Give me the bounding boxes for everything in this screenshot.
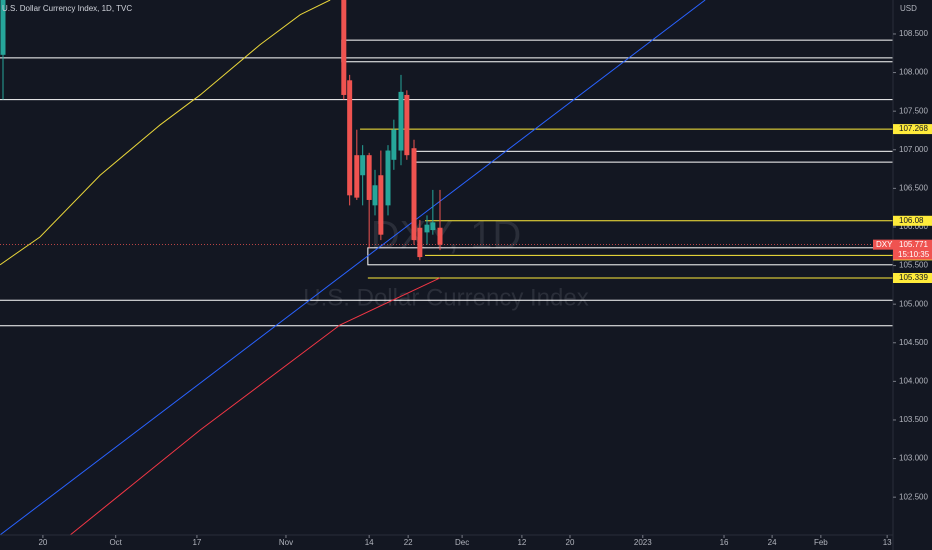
x-tick-label: 20 xyxy=(38,538,47,547)
last-price-label: 105.771 xyxy=(899,240,928,249)
candle-body xyxy=(437,227,443,245)
symbol-label-bg xyxy=(873,239,893,250)
chart-title: U.S. Dollar Currency Index, 1D, TVC xyxy=(2,4,132,13)
y-tick-label: 108.000 xyxy=(899,68,928,77)
level-label-bg xyxy=(893,124,932,135)
x-tick-label: Oct xyxy=(109,538,122,547)
indicator-line xyxy=(0,0,706,536)
x-tick-label: Dec xyxy=(455,538,469,547)
x-tick-label: 14 xyxy=(365,538,374,547)
y-tick-label: 108.500 xyxy=(899,29,928,38)
candle-body xyxy=(347,80,353,196)
candle-body xyxy=(404,94,410,156)
y-tick-label: 105.000 xyxy=(899,299,928,308)
candle-body xyxy=(417,227,423,258)
x-tick-label: 22 xyxy=(404,538,413,547)
level-label-bg xyxy=(893,215,932,226)
x-tick-label: 13 xyxy=(883,538,892,547)
y-tick-label: 102.500 xyxy=(899,492,928,501)
x-tick-label: 16 xyxy=(720,538,729,547)
candle-body xyxy=(391,129,397,160)
indicator-line xyxy=(69,277,441,536)
y-tick-label: 107.000 xyxy=(899,145,928,154)
level-label-bg xyxy=(893,272,932,283)
candle-body xyxy=(0,0,6,55)
candle-body xyxy=(424,224,430,233)
x-tick-label: Nov xyxy=(279,538,293,547)
watermark-symbol: DXY, 1D xyxy=(371,214,521,258)
x-tick-label: Feb xyxy=(814,538,828,547)
candle-body xyxy=(378,175,384,235)
candle-body xyxy=(385,150,391,206)
currency: USD xyxy=(900,4,917,13)
candle-body xyxy=(366,155,372,200)
x-tick-label: 17 xyxy=(192,538,201,547)
level-label: 105.339 xyxy=(899,273,928,282)
x-tick-label: 20 xyxy=(566,538,575,547)
candle-body xyxy=(360,155,366,176)
countdown: 15:10:35 xyxy=(898,250,930,259)
y-tick-label: 105.500 xyxy=(899,261,928,270)
symbol-label: DXY xyxy=(876,240,893,249)
y-tick-label: 107.500 xyxy=(899,106,928,115)
last-price-bg xyxy=(893,239,932,260)
candle-body xyxy=(398,91,404,151)
candle-body xyxy=(430,222,436,231)
level-label: 106.08 xyxy=(899,216,924,225)
y-tick-label: 104.500 xyxy=(899,338,928,347)
candle-body xyxy=(372,185,378,206)
candle-body xyxy=(341,0,347,95)
x-tick-label: 2023 xyxy=(634,538,652,547)
y-tick-label: 103.500 xyxy=(899,415,928,424)
watermark-name: U.S. Dollar Currency Index xyxy=(303,284,588,311)
level-label: 107.268 xyxy=(899,124,928,133)
candle-body xyxy=(411,148,417,241)
x-tick-label: 12 xyxy=(517,538,526,547)
x-tick-label: 24 xyxy=(768,538,777,547)
y-tick-label: 103.000 xyxy=(899,454,928,463)
indicator-line xyxy=(0,0,331,266)
candle-body xyxy=(354,155,360,198)
y-tick-label: 104.000 xyxy=(899,376,928,385)
y-tick-label: 106.000 xyxy=(899,222,928,231)
y-tick-label: 106.500 xyxy=(899,183,928,192)
